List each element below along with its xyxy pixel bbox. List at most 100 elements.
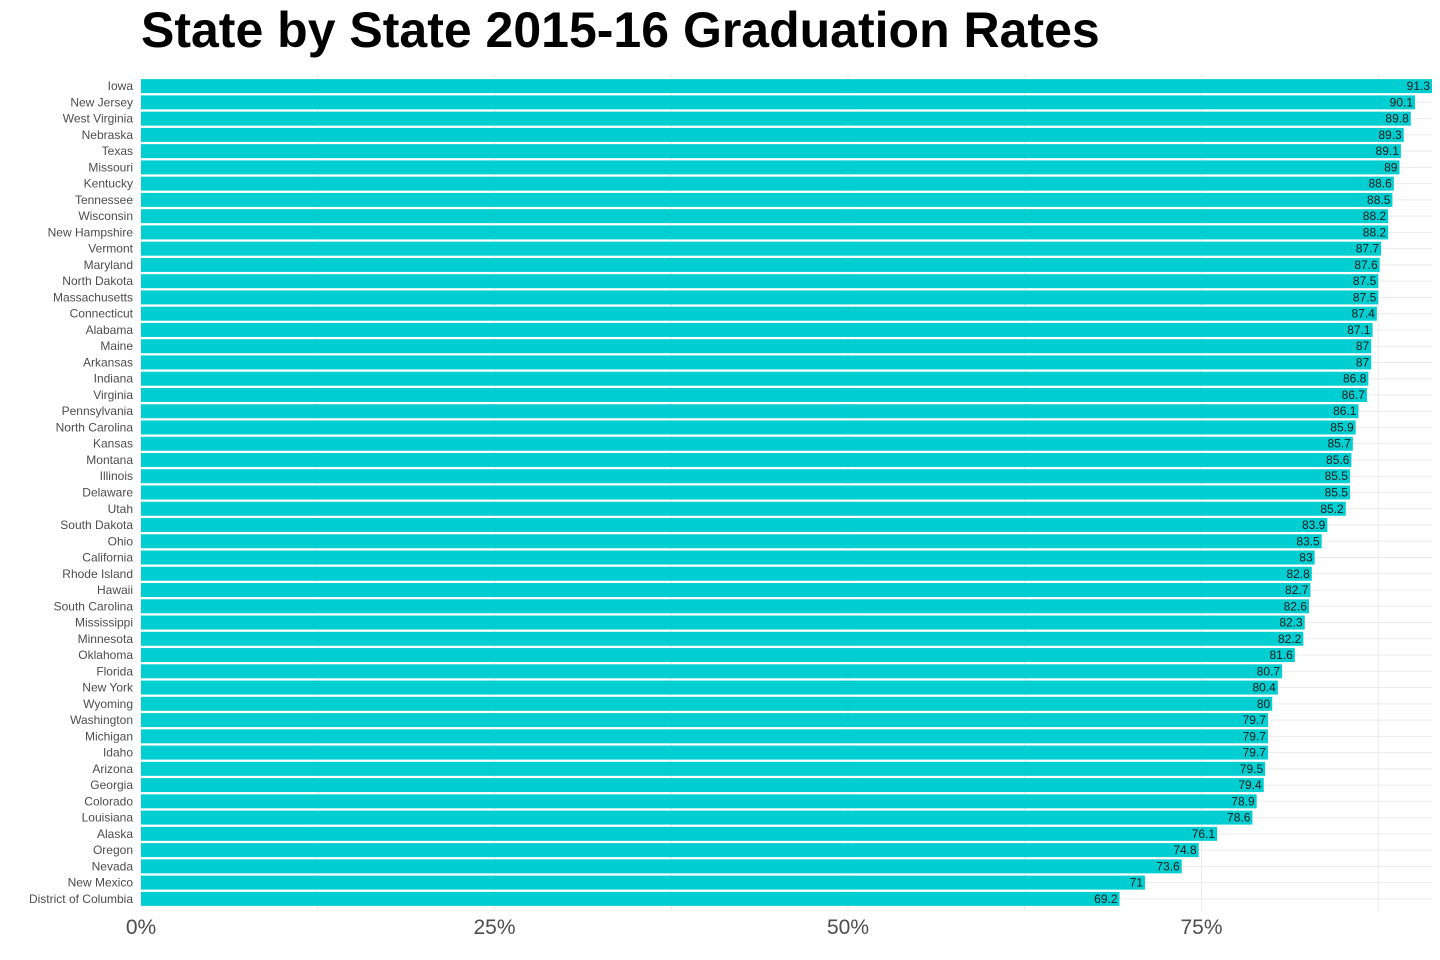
category-label: Mississippi (75, 616, 133, 630)
value-label: 82.3 (1279, 616, 1303, 630)
bar (141, 257, 1380, 272)
bar (141, 95, 1416, 110)
category-label: Ohio (108, 534, 134, 548)
value-label: 76.1 (1192, 827, 1216, 841)
category-label: Rhode Island (62, 567, 133, 581)
value-label: 85.7 (1327, 437, 1351, 451)
value-label: 83.9 (1302, 518, 1326, 532)
value-label: 90.1 (1390, 95, 1414, 109)
value-label: 87.7 (1356, 242, 1380, 256)
value-label: 81.6 (1269, 648, 1293, 662)
value-label: 85.2 (1320, 502, 1344, 516)
value-label: 78.6 (1227, 811, 1251, 825)
value-label: 80.7 (1257, 664, 1281, 678)
bar (141, 891, 1120, 906)
value-label: 86.7 (1342, 388, 1366, 402)
bar (141, 225, 1389, 240)
bar (141, 810, 1253, 825)
value-label: 87.6 (1354, 258, 1378, 272)
bar (141, 583, 1311, 598)
category-label: Alaska (97, 827, 133, 841)
category-label: North Carolina (56, 420, 134, 434)
category-label: Kentucky (84, 177, 133, 191)
category-label: Connecticut (70, 307, 134, 321)
value-label: 86.8 (1343, 372, 1367, 386)
bar (141, 566, 1312, 581)
value-label: 74.8 (1173, 843, 1197, 857)
category-label: Pennsylvania (62, 404, 134, 418)
category-label: New York (82, 681, 134, 695)
bar (141, 778, 1264, 793)
category-label: Colorado (84, 794, 133, 808)
bar (141, 501, 1346, 516)
category-label: Maine (100, 339, 133, 353)
category-label: Washington (70, 713, 133, 727)
value-label: 73.6 (1156, 859, 1180, 873)
value-label: 89.1 (1376, 144, 1400, 158)
category-label: Tennessee (75, 193, 133, 207)
bar (141, 599, 1309, 614)
bar (141, 875, 1145, 890)
category-label: Iowa (108, 79, 134, 93)
category-label: Virginia (93, 388, 133, 402)
category-label: Kansas (93, 437, 133, 451)
bar (141, 209, 1389, 224)
value-label: 87.4 (1351, 307, 1375, 321)
value-label: 80 (1257, 697, 1271, 711)
value-label: 83 (1299, 551, 1313, 565)
bar (141, 339, 1372, 354)
category-label: Missouri (88, 160, 133, 174)
category-label: North Dakota (62, 274, 133, 288)
bar (141, 420, 1356, 435)
bar (141, 111, 1411, 126)
value-label: 79.4 (1238, 778, 1262, 792)
category-label: Minnesota (78, 632, 134, 646)
bar (141, 160, 1400, 175)
value-label: 86.1 (1333, 404, 1357, 418)
bar-layer (141, 79, 1432, 906)
bar (141, 192, 1393, 207)
category-label: District of Columbia (29, 892, 133, 906)
category-label: Michigan (85, 729, 133, 743)
bar (141, 664, 1283, 679)
category-label: Hawaii (97, 583, 133, 597)
value-label: 89 (1384, 160, 1398, 174)
value-label: 85.5 (1325, 469, 1349, 483)
category-label: Indiana (94, 372, 134, 386)
value-label: 83.5 (1296, 534, 1320, 548)
category-label: Oklahoma (78, 648, 133, 662)
category-label: Wisconsin (78, 209, 133, 223)
category-label: Maryland (84, 258, 133, 272)
bar (141, 453, 1352, 467)
value-label: 82.7 (1285, 583, 1309, 597)
x-tick-label: 50% (827, 916, 869, 939)
bar (141, 469, 1350, 484)
value-label: 89.8 (1385, 112, 1409, 126)
bar (141, 859, 1182, 874)
value-label: 82.6 (1284, 599, 1308, 613)
value-label: 78.9 (1231, 794, 1255, 808)
value-label: 88.2 (1363, 209, 1387, 223)
value-label: 88.2 (1363, 225, 1387, 239)
value-label: 87 (1356, 339, 1370, 353)
bar (141, 127, 1404, 142)
category-label: Utah (108, 502, 133, 516)
bar (141, 176, 1394, 191)
category-label: Arizona (92, 762, 133, 776)
bar (141, 648, 1295, 663)
category-label: South Dakota (60, 518, 133, 532)
chart-title: State by State 2015-16 Graduation Rates (141, 2, 1100, 58)
category-label: Wyoming (83, 697, 133, 711)
bar (141, 241, 1382, 256)
category-label: Massachusetts (53, 290, 133, 304)
value-label: 79.5 (1240, 762, 1264, 776)
value-label: 69.2 (1094, 892, 1118, 906)
value-label: 85.9 (1330, 420, 1354, 434)
category-label: Oregon (93, 843, 133, 857)
bar (141, 518, 1328, 532)
category-label: New Mexico (68, 876, 134, 890)
category-label: West Virginia (63, 112, 134, 126)
bar (141, 534, 1322, 549)
bar (141, 404, 1359, 419)
